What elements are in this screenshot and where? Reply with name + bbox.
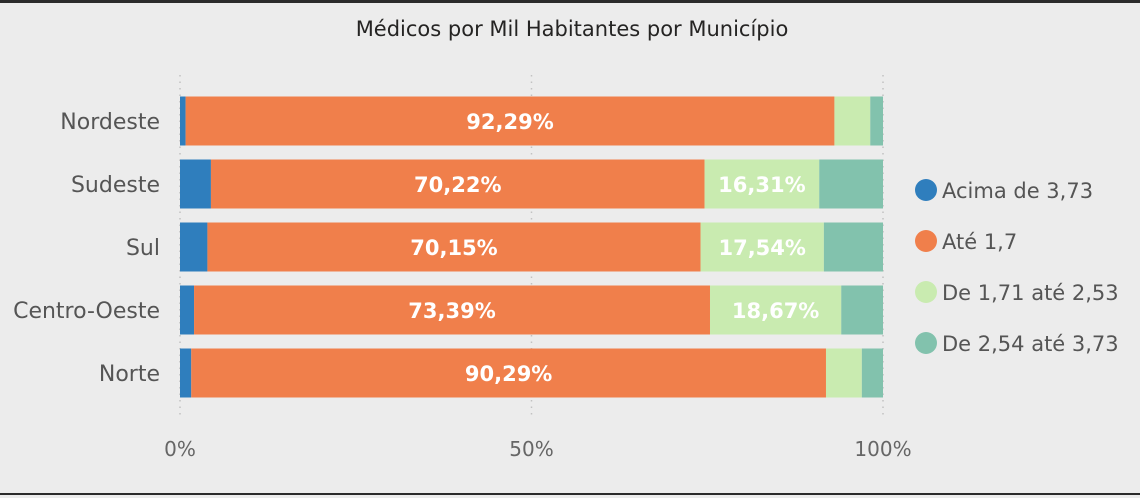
chart-title: Médicos por Mil Habitantes por Município	[355, 17, 789, 41]
bar-norte-acima-de-3-73[interactable]	[180, 348, 192, 398]
bar-centro-oeste-acima-de-3-73[interactable]	[180, 285, 195, 335]
bar-norte-de-1-71-ate-2-53[interactable]	[825, 348, 862, 398]
bar-sul-de-2-54-ate-3-73[interactable]	[823, 222, 883, 272]
bar-norte-ate-1-7[interactable]	[191, 348, 826, 398]
bar-sudeste-acima-de-3-73[interactable]	[180, 159, 211, 209]
category-label-centro-oeste: Centro-Oeste	[13, 299, 160, 324]
bar-nordeste-de-1-71-ate-2-53[interactable]	[834, 96, 871, 146]
legend-label-ate-1-7[interactable]: Até 1,7	[942, 230, 1017, 254]
data-label-sul-ate-1-7: 70,15%	[410, 236, 497, 260]
category-label-norte: Norte	[99, 362, 160, 387]
bar-sul-de-1-71-ate-2-53[interactable]	[700, 222, 824, 272]
data-label-sudeste-ate-1-7: 70,22%	[414, 173, 501, 197]
stacked-bar-chart: 92,29% Nordeste 70,22% 16,31% Sudeste 70,15% 1…	[13, 75, 1119, 461]
x-tick-label-2: 100%	[854, 437, 911, 461]
category-label-sudeste: Sudeste	[71, 173, 160, 198]
data-label-centro-oeste-ate-1-7: 73,39%	[408, 299, 495, 323]
data-label-sul-de-1-71-ate-2-53: 17,54%	[718, 236, 805, 260]
legend-marker-de-1-71-ate-2-53[interactable]	[915, 281, 937, 303]
bar-sudeste-ate-1-7[interactable]	[210, 159, 705, 209]
category-label-sul: Sul	[126, 236, 160, 261]
bar-sudeste-de-2-54-ate-3-73[interactable]	[819, 159, 883, 209]
data-label-centro-oeste-de-1-71-ate-2-53: 18,67%	[732, 299, 819, 323]
category-label-nordeste: Nordeste	[60, 110, 160, 135]
bar-sul-ate-1-7[interactable]	[207, 222, 701, 272]
bar-centro-oeste-ate-1-7[interactable]	[194, 285, 710, 335]
legend-label-acima-de-3-73[interactable]: Acima de 3,73	[942, 179, 1093, 203]
bar-nordeste-de-2-54-ate-3-73[interactable]	[870, 96, 883, 146]
x-tick-label-0: 0%	[164, 437, 196, 461]
bar-sul-acima-de-3-73[interactable]	[180, 222, 208, 272]
bar-sudeste-de-1-71-ate-2-53[interactable]	[704, 159, 820, 209]
data-label-nordeste-ate-1-7: 92,29%	[466, 110, 553, 134]
data-label-sudeste-de-1-71-ate-2-53: 16,31%	[718, 173, 805, 197]
bar-nordeste-ate-1-7[interactable]	[185, 96, 835, 146]
legend-marker-ate-1-7[interactable]	[915, 230, 937, 252]
legend-label-de-2-54-ate-3-73[interactable]: De 2,54 até 3,73	[942, 332, 1119, 356]
data-label-norte-ate-1-7: 90,29%	[465, 362, 552, 386]
legend-marker-de-2-54-ate-3-73[interactable]	[915, 332, 937, 354]
legend-marker-acima-de-3-73[interactable]	[915, 179, 937, 201]
bar-centro-oeste-de-1-71-ate-2-53[interactable]	[709, 285, 842, 335]
bar-nordeste-acima-de-3-73[interactable]	[180, 96, 186, 146]
bar-centro-oeste-de-2-54-ate-3-73[interactable]	[841, 285, 883, 335]
x-tick-label-1: 50%	[509, 437, 553, 461]
bar-norte-de-2-54-ate-3-73[interactable]	[861, 348, 883, 398]
legend-label-de-1-71-ate-2-53[interactable]: De 1,71 até 2,53	[942, 281, 1119, 305]
